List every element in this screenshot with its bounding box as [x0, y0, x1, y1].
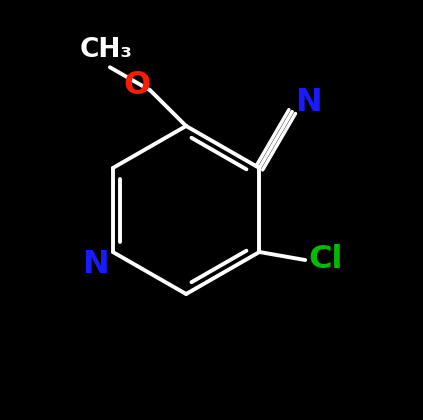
Text: N: N: [295, 87, 321, 118]
Text: O: O: [123, 70, 150, 101]
Text: CH₃: CH₃: [79, 37, 132, 63]
Text: N: N: [82, 249, 109, 280]
Text: Cl: Cl: [308, 244, 343, 275]
